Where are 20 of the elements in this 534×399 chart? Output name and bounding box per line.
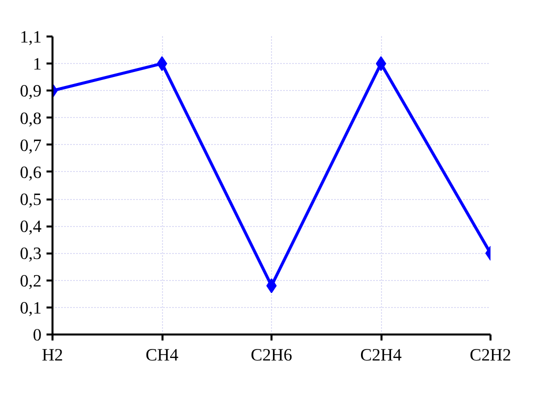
y-tick-label: 0,6 xyxy=(20,162,42,182)
x-tick-label: H2 xyxy=(42,346,64,364)
y-tick-label: 0,1 xyxy=(20,298,42,318)
y-tick-label: 1,1 xyxy=(20,28,42,46)
y-tick-label: 0,9 xyxy=(20,82,42,101)
point xyxy=(156,56,168,72)
point xyxy=(376,56,386,72)
x-tick-label: C2H6 xyxy=(250,346,293,364)
y-tick-label: 0,4 xyxy=(20,217,42,236)
y-tick-label: 0,7 xyxy=(20,136,42,155)
y-tick-label: 0,2 xyxy=(20,271,42,290)
x-tick-label: C2H4 xyxy=(360,346,402,364)
y-tick-label: 0 xyxy=(32,326,42,344)
y-tick-label: 0,8 xyxy=(20,108,42,128)
x-tick-label: CH4 xyxy=(146,346,179,364)
y-tick-label: 0,5 xyxy=(20,190,42,210)
y-tick-label: 0,3 xyxy=(20,244,42,264)
x-tick-label: C2H2 xyxy=(470,346,512,364)
point xyxy=(266,278,277,294)
y-tick-label: 1 xyxy=(32,54,42,74)
